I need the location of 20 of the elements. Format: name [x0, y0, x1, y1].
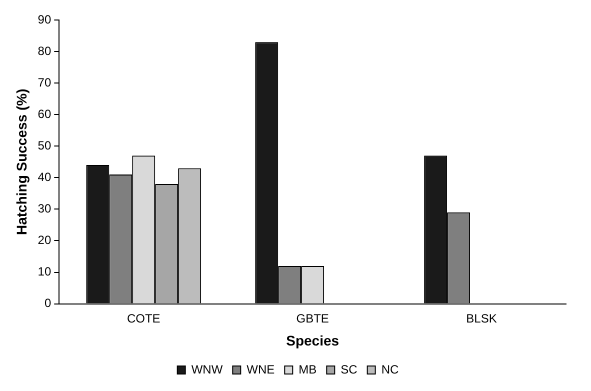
- y-tick-label: 0: [44, 296, 52, 310]
- legend-label: WNW: [191, 362, 224, 376]
- legend-label: MB: [298, 362, 317, 376]
- x-tick-label: COTE: [126, 311, 160, 326]
- x-tick-label: BLSK: [466, 311, 497, 326]
- y-axis-title: Hatching Success (%): [13, 88, 30, 236]
- y-tick-label: 90: [38, 12, 52, 26]
- legend-label: WNE: [246, 362, 275, 376]
- y-tick-label: 20: [38, 233, 52, 248]
- y-tick-label: 70: [38, 75, 52, 90]
- legend-label: NC: [381, 362, 399, 376]
- y-tick-label: 10: [38, 264, 52, 279]
- x-tick-label: GBTE: [296, 311, 329, 326]
- x-axis-title: Species: [286, 332, 340, 348]
- legend-label: SC: [340, 362, 358, 376]
- y-tick-label: 40: [38, 170, 52, 184]
- y-tick-label: 50: [38, 138, 52, 152]
- y-tick-label: 60: [38, 106, 52, 121]
- y-tick-label: 30: [38, 202, 52, 216]
- y-tick-label: 80: [38, 44, 52, 58]
